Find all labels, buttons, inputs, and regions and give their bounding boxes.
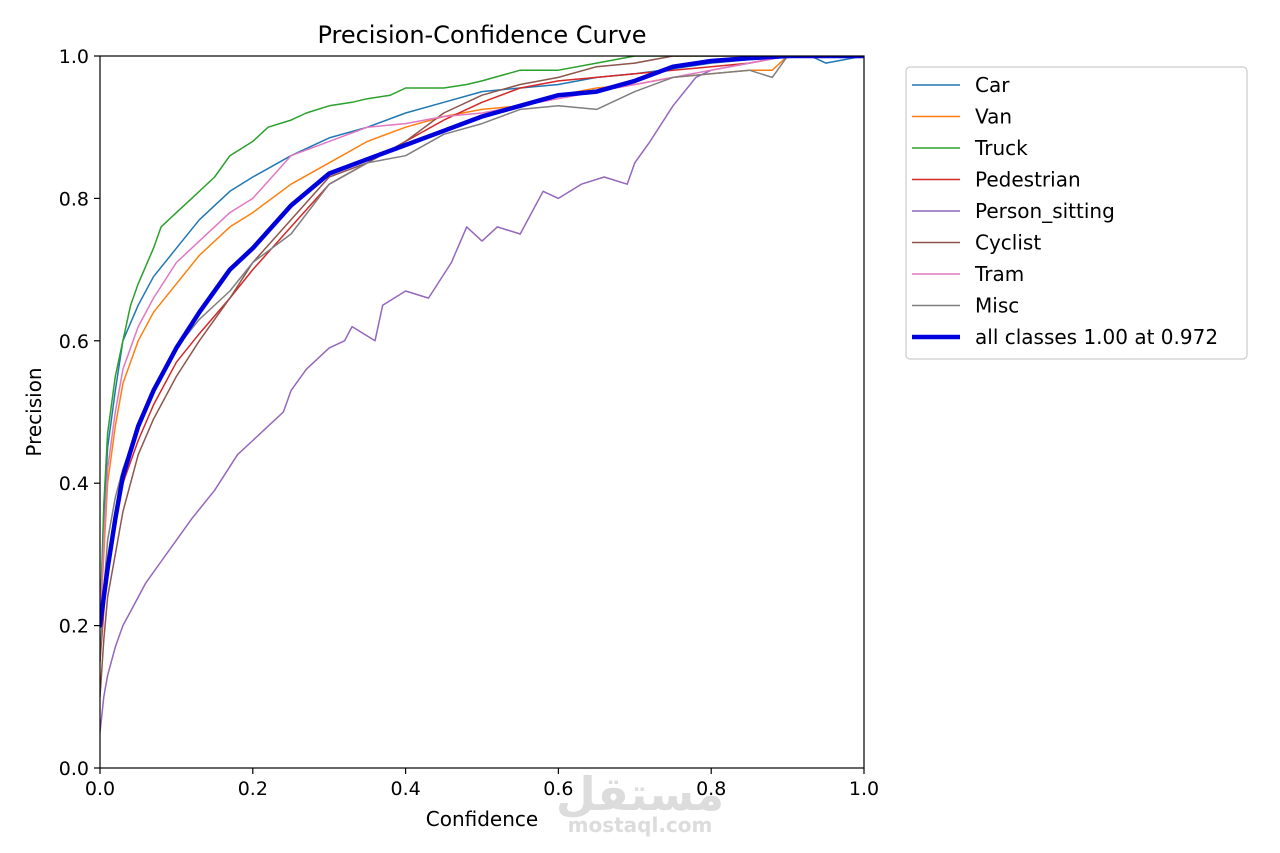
y-tick-label: 0.8 <box>59 188 89 210</box>
y-tick-label: 0.4 <box>59 473 89 495</box>
legend-item: all classes 1.00 at 0.972 <box>912 325 1218 349</box>
legend-label: Truck <box>974 136 1028 160</box>
series-lines <box>100 56 864 734</box>
y-axis-label: Precision <box>22 367 46 456</box>
x-tick-label: 1.0 <box>849 778 879 800</box>
x-axis-label: Confidence <box>426 807 538 831</box>
legend-label: Person_sitting <box>975 199 1115 223</box>
plot-frame <box>99 55 865 769</box>
legend-label: Pedestrian <box>975 168 1081 192</box>
legend-label: Cyclist <box>975 231 1041 255</box>
y-tick-label: 1.0 <box>59 46 89 68</box>
x-tick-label: 0.4 <box>390 778 420 800</box>
legend-item: Misc <box>912 294 1019 318</box>
y-tick-label: 0.2 <box>59 616 89 638</box>
plot-area <box>99 55 865 769</box>
y-tick-label: 0.6 <box>59 331 89 353</box>
legend-label: Misc <box>975 294 1019 318</box>
legend: Car Van Truck Pedestrian Person_sitting Cycli… <box>905 66 1248 360</box>
x-tick-label: 0.8 <box>696 778 726 800</box>
chart-title: Precision-Confidence Curve <box>317 21 646 49</box>
watermark-logo: مستقل mostaql.com <box>556 767 724 837</box>
series-line-all-classes-1-00-at-0-972 <box>100 56 864 628</box>
y-tick-label: 0.0 <box>59 758 89 780</box>
x-tick-label: 0.6 <box>543 778 573 800</box>
legend-item: Truck <box>912 136 1028 160</box>
legend-label: Tram <box>974 262 1024 286</box>
legend-item: Cyclist <box>912 231 1041 255</box>
legend-item: Van <box>912 105 1012 129</box>
legend-label: all classes 1.00 at 0.972 <box>975 325 1218 349</box>
legend-label: Van <box>975 105 1012 129</box>
x-tick-label: 0.0 <box>85 778 115 800</box>
series-line-cyclist <box>100 56 864 698</box>
legend-item: Person_sitting <box>912 199 1115 223</box>
watermark-latin: mostaql.com <box>568 813 713 837</box>
legend-label: Car <box>975 73 1010 97</box>
legend-item: Tram <box>912 262 1024 286</box>
axis-ticks: 0.0 0.2 0.4 0.6 0.8 1.0 0.0 0.2 0.4 0.6 0.8 1.0 <box>59 46 879 800</box>
watermark-arabic: مستقل <box>556 767 724 821</box>
series-line-tram <box>100 56 864 627</box>
legend-item: Pedestrian <box>912 168 1081 192</box>
x-tick-label: 0.2 <box>238 778 268 800</box>
legend-item: Car <box>912 73 1010 97</box>
legend-frame <box>905 66 1248 360</box>
series-line-person-sitting <box>100 56 864 734</box>
series-line-truck <box>100 56 864 627</box>
